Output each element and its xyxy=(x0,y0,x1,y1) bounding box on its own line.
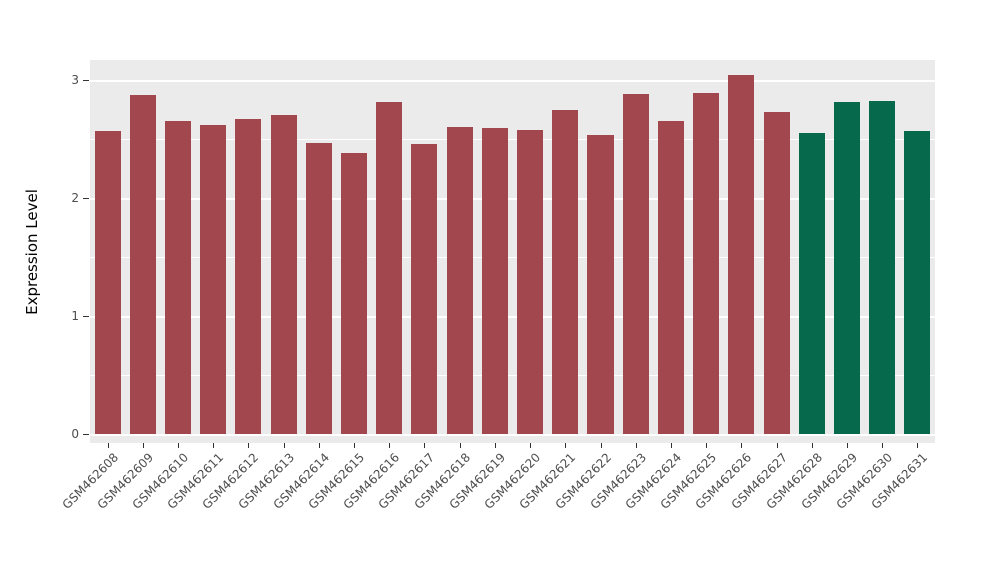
gridline-major xyxy=(90,80,935,82)
x-tick-mark xyxy=(635,443,637,448)
bar xyxy=(94,130,121,434)
y-tick-mark xyxy=(83,80,89,81)
bar xyxy=(517,129,544,434)
bar xyxy=(129,95,156,434)
bar xyxy=(376,102,403,434)
x-tick-mark xyxy=(917,443,919,448)
x-tick-mark xyxy=(178,443,180,448)
x-tick-mark xyxy=(811,443,813,448)
plot-panel xyxy=(90,60,935,443)
bar xyxy=(341,153,368,434)
bar xyxy=(869,101,896,434)
bar xyxy=(693,92,720,434)
gridline-major xyxy=(90,198,935,200)
x-tick-mark xyxy=(213,443,215,448)
x-tick-mark xyxy=(600,443,602,448)
bar xyxy=(728,75,755,434)
x-tick-mark xyxy=(670,443,672,448)
x-tick-mark xyxy=(248,443,250,448)
gridline-minor xyxy=(90,375,935,376)
y-tick-label: 3 xyxy=(71,73,79,87)
bar xyxy=(270,115,297,434)
bar xyxy=(164,121,192,434)
x-tick-mark xyxy=(424,443,426,448)
y-tick-label: 1 xyxy=(71,309,79,323)
bar xyxy=(657,121,684,434)
x-tick-mark xyxy=(494,443,496,448)
gridline-major xyxy=(90,434,935,436)
x-tick-mark xyxy=(107,443,109,448)
bar xyxy=(446,127,473,434)
x-tick-mark xyxy=(846,443,848,448)
bar xyxy=(587,135,614,434)
bar xyxy=(622,94,649,434)
bar xyxy=(200,124,227,434)
bar xyxy=(411,143,438,434)
bar xyxy=(481,128,508,434)
x-tick-mark xyxy=(565,443,567,448)
gridline-major xyxy=(90,316,935,318)
bar xyxy=(235,118,262,434)
y-tick-label: 0 xyxy=(71,427,79,441)
gridline-minor xyxy=(90,139,935,140)
x-tick-mark xyxy=(283,443,285,448)
bar xyxy=(305,142,332,434)
x-tick-mark xyxy=(530,443,532,448)
x-tick-mark xyxy=(318,443,320,448)
x-tick-mark xyxy=(882,443,884,448)
x-tick-mark xyxy=(459,443,461,448)
x-tick-mark xyxy=(741,443,743,448)
bar xyxy=(904,130,931,434)
y-tick-mark xyxy=(83,434,89,435)
x-tick-mark xyxy=(389,443,391,448)
y-tick-mark xyxy=(83,316,89,317)
bar xyxy=(763,111,790,434)
x-tick-mark xyxy=(706,443,708,448)
y-tick-mark xyxy=(83,198,89,199)
bar xyxy=(833,102,860,434)
bar xyxy=(798,133,825,434)
bar xyxy=(552,109,579,434)
gridline-minor xyxy=(90,257,935,258)
x-tick-mark xyxy=(354,443,356,448)
x-tick-mark xyxy=(776,443,778,448)
x-tick-mark xyxy=(142,443,144,448)
y-axis-title: Expression Level xyxy=(23,188,41,315)
y-tick-label: 2 xyxy=(71,191,79,205)
